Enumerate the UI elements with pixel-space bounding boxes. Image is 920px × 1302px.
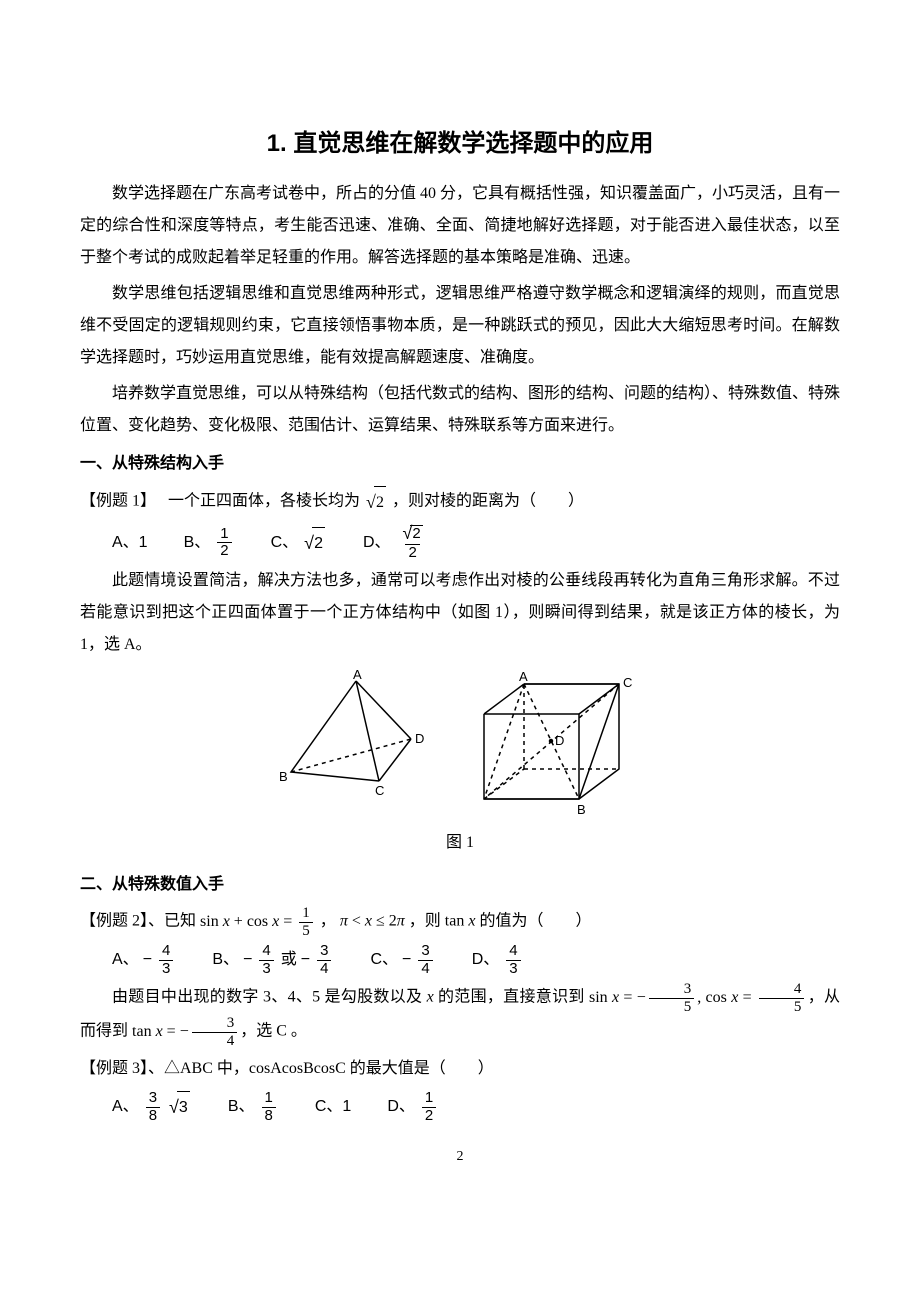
sqrt-2-icon: 2 (364, 484, 388, 520)
ex2-expl-d: ，选 C 。 (240, 1023, 307, 1040)
option-c-label: C、 (370, 944, 398, 976)
option-b-label: B、 (228, 1091, 255, 1123)
option-a-label: A、 (112, 944, 139, 976)
figure-1-caption: 图 1 (80, 827, 840, 859)
example-1-option-c: C、 2 (271, 525, 327, 561)
vertex-b-label: B (577, 802, 586, 817)
example-3-stem: 【例题 3】、△ABC 中，cosAcosBcosC 的最大值是（ ） (80, 1053, 840, 1085)
vertex-c-label: C (623, 675, 632, 690)
example-2-option-c: C、 −34 (370, 943, 435, 977)
option-b-label: B、 (212, 944, 239, 976)
section-heading-2: 二、从特殊数值入手 (80, 869, 840, 901)
vertex-d-label: D (415, 731, 424, 746)
option-d-label: D、 (387, 1091, 415, 1123)
option-d-label: D、 (472, 944, 500, 976)
example-2-option-b: B、 −43 或 −34 (212, 943, 334, 977)
fraction-icon: 43 (159, 943, 173, 977)
example-3-option-c: C、1 (315, 1091, 351, 1123)
example-2-eq: sin x + cos x = 15 (200, 913, 320, 930)
option-b-or: 或 (281, 944, 297, 976)
example-1-explanation: 此题情境设置简洁，解决方法也多，通常可以考虑作出对棱的公垂线段再转化为直角三角形… (80, 565, 840, 661)
vertex-a-label: A (519, 669, 528, 684)
example-1-option-a: A、1 (112, 527, 148, 559)
comma-1: ， (320, 913, 336, 930)
example-2-end: 的值为（ ） (479, 913, 591, 930)
vertex-d-label: D (555, 733, 564, 748)
example-1-options: A、1 B、 12 C、 2 D、 22 (112, 524, 840, 561)
example-2-range: π < x ≤ 2π (340, 913, 405, 930)
example-1-option-d: D、 22 (363, 524, 431, 561)
example-2-stem: 【例题 2】、已知 sin x + cos x = 15 ， π < x ≤ 2… (80, 905, 840, 939)
example-1-option-b: B、 12 (184, 526, 235, 560)
cube-icon: A C B D (459, 669, 649, 819)
fraction-icon: 22 (398, 524, 428, 561)
ex2-expl-a: 由题目中出现的数字 3、4、5 是勾股数以及 (112, 989, 427, 1006)
example-3-option-a: A、 383 (112, 1089, 192, 1125)
page-number: 2 (80, 1143, 840, 1171)
example-2-label: 【例题 2】、已知 (80, 913, 196, 930)
tetrahedron-icon: A B C D (271, 669, 441, 799)
ex2-expl-b: 的范围，直接意识到 (434, 989, 585, 1006)
intro-paragraph-3: 培养数学直觉思维，可以从特殊结构（包括代数式的结构、图形的结构、问题的结构）、特… (80, 378, 840, 442)
fraction-icon: 12 (217, 526, 231, 560)
option-b-label: B、 (184, 527, 211, 559)
example-2-option-a: A、 −43 (112, 943, 176, 977)
vertex-b-label: B (279, 769, 288, 784)
example-2-explanation: 由题目中出现的数字 3、4、5 是勾股数以及 x 的范围，直接意识到 sin x… (80, 981, 840, 1049)
example-3-option-d: D、 12 (387, 1090, 439, 1124)
intro-paragraph-1: 数学选择题在广东高考试卷中，所占的分值 40 分，它具有概括性强，知识覆盖面广，… (80, 178, 840, 274)
example-2-cond: ，则 (409, 913, 441, 930)
vertex-a-label: A (353, 669, 362, 682)
sqrt-2-icon: 2 (302, 525, 327, 561)
section-heading-1: 一、从特殊结构入手 (80, 448, 840, 480)
example-1-text-1: 一个正四面体，各棱长均为 (168, 493, 360, 510)
page-title: 1. 直觉思维在解数学选择题中的应用 (80, 120, 840, 168)
example-2-option-d: D、 43 (472, 943, 524, 977)
figure-1-row: A B C D (80, 669, 840, 819)
example-2-options: A、 −43 B、 −43 或 −34 C、 −34 D、 43 (112, 943, 840, 977)
example-1-text-2: ，则对棱的距离为（ ） (392, 493, 584, 510)
intro-paragraph-2: 数学思维包括逻辑思维和直觉思维两种形式，逻辑思维严格遵守数学概念和逻辑演绎的规则… (80, 278, 840, 374)
option-c-label: C、 (271, 527, 299, 559)
example-1-stem: 【例题 1】 一个正四面体，各棱长均为 2 ，则对棱的距离为（ ） (80, 484, 840, 520)
example-1-label: 【例题 1】 (80, 493, 148, 510)
option-a-label: A、 (112, 1091, 139, 1123)
vertex-c-label: C (375, 783, 384, 798)
example-3-options: A、 383 B、 18 C、1 D、 12 (112, 1089, 840, 1125)
example-3-option-b: B、 18 (228, 1090, 279, 1124)
example-2-tan: tan x (445, 913, 476, 930)
option-d-label: D、 (363, 527, 391, 559)
